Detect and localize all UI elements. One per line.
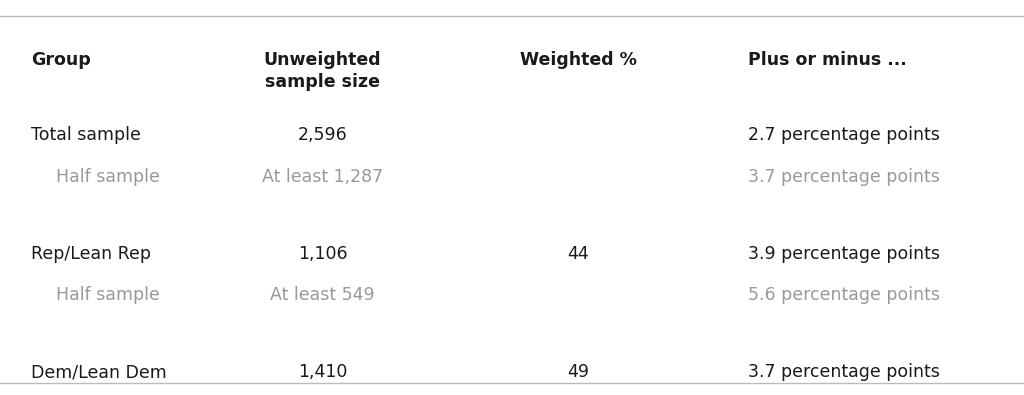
Text: 44: 44 xyxy=(567,245,590,263)
Text: Dem/Lean Dem: Dem/Lean Dem xyxy=(31,363,167,382)
Text: Group: Group xyxy=(31,51,90,70)
Text: 5.6 percentage points: 5.6 percentage points xyxy=(748,286,940,305)
Text: 2.7 percentage points: 2.7 percentage points xyxy=(748,126,939,145)
Text: 3.7 percentage points: 3.7 percentage points xyxy=(748,363,939,382)
Text: Total sample: Total sample xyxy=(31,126,140,145)
Text: Plus or minus ...: Plus or minus ... xyxy=(748,51,906,70)
Text: Half sample: Half sample xyxy=(56,168,160,186)
Text: 3.7 percentage points: 3.7 percentage points xyxy=(748,168,939,186)
Text: At least 1,287: At least 1,287 xyxy=(262,168,383,186)
Text: 1,410: 1,410 xyxy=(298,363,347,382)
Text: 49: 49 xyxy=(567,363,590,382)
Text: Rep/Lean Rep: Rep/Lean Rep xyxy=(31,245,151,263)
Text: Half sample: Half sample xyxy=(56,286,160,305)
Text: At least 549: At least 549 xyxy=(270,286,375,305)
Text: 2,596: 2,596 xyxy=(298,126,347,145)
Text: Unweighted
sample size: Unweighted sample size xyxy=(264,51,381,91)
Text: 1,106: 1,106 xyxy=(298,245,347,263)
Text: Weighted %: Weighted % xyxy=(520,51,637,70)
Text: 3.9 percentage points: 3.9 percentage points xyxy=(748,245,940,263)
